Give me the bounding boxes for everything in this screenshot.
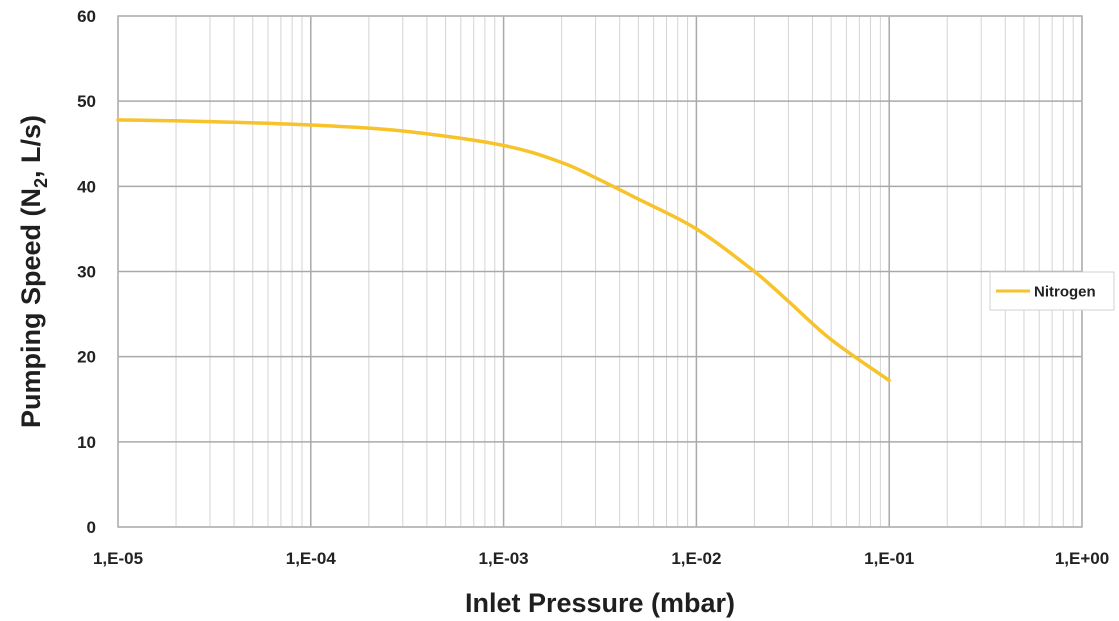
x-tick-label: 1,E-05 — [93, 549, 143, 568]
series-line-nitrogen — [116, 118, 891, 383]
y-axis-title-subscript: 2 — [31, 178, 51, 188]
x-tick-label: 1,E-02 — [671, 549, 721, 568]
y-axis-title-main: Pumping Speed (N — [16, 188, 46, 428]
y-tick-label: 20 — [77, 348, 96, 367]
y-axis-title: Pumping Speed (N2, L/s) — [16, 115, 51, 428]
y-tick-label: 40 — [77, 177, 96, 196]
x-axis-title: Inlet Pressure (mbar) — [465, 588, 735, 618]
x-tick-label: 1,E-03 — [479, 549, 529, 568]
x-tick-label: 1,E-01 — [864, 549, 914, 568]
y-tick-label: 50 — [77, 92, 96, 111]
y-tick-label: 60 — [77, 7, 96, 26]
x-tick-label: 1,E-04 — [286, 549, 337, 568]
y-tick-labels: 0 10 20 30 40 50 60 — [77, 7, 96, 537]
x-tick-labels: 1,E-05 1,E-04 1,E-03 1,E-02 1,E-01 1,E+00 — [93, 549, 1109, 568]
y-tick-label: 10 — [77, 433, 96, 452]
legend-label-nitrogen: Nitrogen — [1034, 284, 1096, 301]
y-axis-title-rest: , L/s) — [16, 115, 46, 178]
y-tick-label: 30 — [77, 263, 96, 282]
y-tick-label: 0 — [87, 518, 96, 537]
legend: Nitrogen — [989, 271, 1115, 311]
series-layer — [116, 118, 891, 383]
x-tick-label: 1,E+00 — [1055, 549, 1109, 568]
